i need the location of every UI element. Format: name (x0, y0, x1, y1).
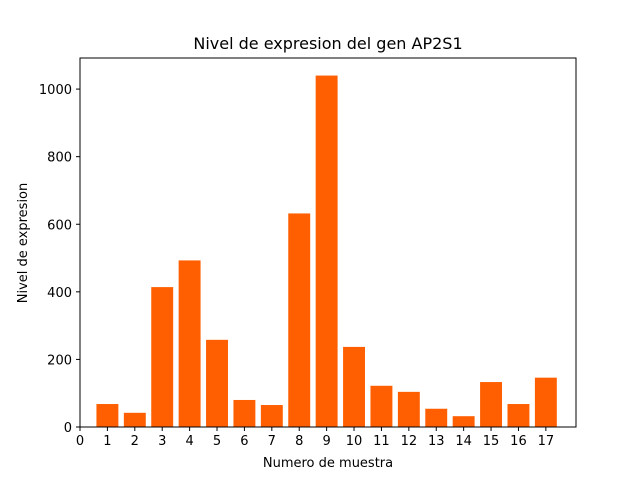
x-tick-label: 16 (510, 434, 527, 449)
x-tick-label: 15 (483, 434, 500, 449)
y-axis: 0 200 400 600 800 1000 (39, 83, 80, 436)
y-tick-label: 0 (64, 421, 72, 436)
y-tick-label: 600 (47, 218, 72, 233)
bar-3 (151, 287, 174, 427)
x-tick-label: 13 (428, 434, 445, 449)
x-tick-label: 6 (240, 434, 248, 449)
bar-5 (206, 339, 228, 427)
bar-1 (96, 404, 119, 427)
chart-title: Nivel de expresion del gen AP2S1 (193, 34, 462, 53)
x-tick-label: 17 (538, 434, 555, 449)
bar-8 (288, 213, 311, 427)
bar-4 (178, 260, 201, 427)
x-tick-label: 10 (346, 434, 363, 449)
y-tick-label: 400 (47, 286, 72, 301)
bar-15 (480, 382, 503, 427)
x-tick-label: 14 (455, 434, 472, 449)
bar-17 (534, 377, 557, 427)
x-tick-label: 11 (373, 434, 390, 449)
bar-16 (507, 404, 530, 427)
y-axis-label: Nivel de expresion (16, 183, 31, 304)
bar-12 (397, 391, 420, 427)
y-tick-label: 800 (47, 151, 72, 166)
bar-13 (425, 408, 448, 427)
bar-9 (315, 75, 338, 428)
bar-2 (123, 412, 146, 427)
x-tick-label: 7 (268, 434, 276, 449)
x-tick-label: 4 (185, 434, 193, 449)
plot-frame (79, 57, 577, 428)
bar-6 (233, 399, 256, 427)
y-tick-label: 1000 (39, 83, 72, 98)
x-tick-label: 5 (213, 434, 221, 449)
x-tick-label: 12 (401, 434, 418, 449)
x-tick-label: 3 (158, 434, 166, 449)
x-axis-label: Numero de muestra (263, 456, 393, 471)
x-tick-label: 0 (76, 434, 84, 449)
bar-11 (370, 385, 393, 427)
x-axis: 0 1 2 3 4 5 6 7 8 9 10 11 12 13 14 15 16 17 (76, 427, 554, 449)
x-tick-label: 2 (131, 434, 139, 449)
x-tick-label: 1 (103, 434, 111, 449)
bar-7 (260, 405, 283, 427)
bar-14 (452, 416, 475, 427)
y-tick-label: 200 (47, 353, 72, 368)
bar-10 (343, 346, 365, 427)
x-tick-label: 8 (295, 434, 303, 449)
x-tick-label: 9 (322, 434, 330, 449)
bars-group (96, 75, 557, 428)
